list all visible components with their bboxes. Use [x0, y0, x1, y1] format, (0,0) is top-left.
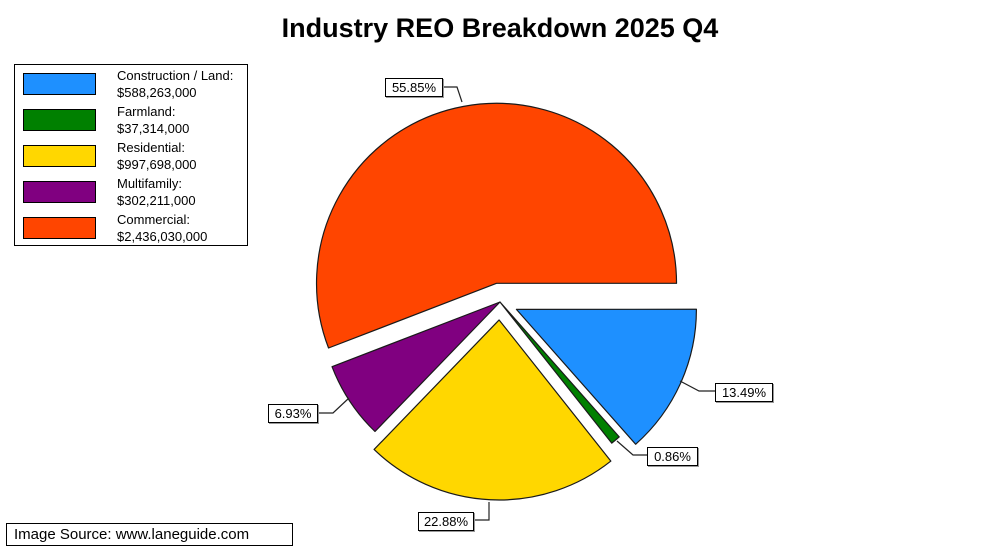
percent-label-residential: 22.88% — [418, 512, 474, 531]
leader-line-farmland — [616, 440, 647, 456]
pie-slice-commercial — [315, 102, 678, 349]
legend-label: Construction / Land: — [117, 68, 234, 83]
pie-slice-construction-land — [515, 308, 698, 445]
percent-label-commercial: 55.85% — [385, 78, 443, 97]
chart-title: Industry REO Breakdown 2025 Q4 — [281, 13, 719, 43]
source-note: Image Source: www.laneguide.com — [6, 523, 293, 546]
legend-label: Farmland: — [117, 104, 176, 119]
legend-item-multifamily: Multifamily: $302,211,000 — [15, 175, 247, 211]
legend-item-residential: Residential: $997,698,000 — [15, 139, 247, 175]
legend-swatch-residential — [23, 145, 96, 167]
pie-slices-group — [315, 102, 698, 501]
legend-swatch-farmland — [23, 109, 96, 131]
legend-item-commercial: Commercial: $2,436,030,000 — [15, 211, 247, 247]
leader-line-commercial — [442, 86, 463, 103]
pie-slice-multifamily — [331, 301, 501, 433]
legend-item-farmland: Farmland: $37,314,000 — [15, 103, 247, 139]
percent-label-multifamily: 6.93% — [268, 404, 318, 423]
legend: Construction / Land: $588,263,000 Farmla… — [14, 64, 248, 246]
legend-amount: $2,436,030,000 — [117, 229, 208, 244]
legend-label: Commercial: — [117, 212, 190, 227]
pie-slice-residential — [373, 319, 612, 501]
leader-line-construction-land — [679, 380, 715, 392]
legend-label: Residential: — [117, 140, 185, 155]
percent-label-farmland: 0.86% — [647, 447, 698, 466]
percent-label-construction-land: 13.49% — [715, 383, 773, 402]
leader-line-residential — [472, 502, 490, 521]
legend-amount: $588,263,000 — [117, 85, 197, 100]
legend-label: Multifamily: — [117, 176, 183, 191]
legend-amount: $37,314,000 — [117, 121, 190, 136]
leader-line-multifamily — [316, 397, 350, 414]
legend-amount: $997,698,000 — [117, 157, 197, 172]
legend-item-construction-land: Construction / Land: $588,263,000 — [15, 67, 247, 103]
pie-slice-farmland — [499, 301, 620, 444]
legend-swatch-commercial — [23, 217, 96, 239]
legend-swatch-multifamily — [23, 181, 96, 203]
legend-swatch-construction-land — [23, 73, 96, 95]
legend-amount: $302,211,000 — [117, 193, 196, 208]
